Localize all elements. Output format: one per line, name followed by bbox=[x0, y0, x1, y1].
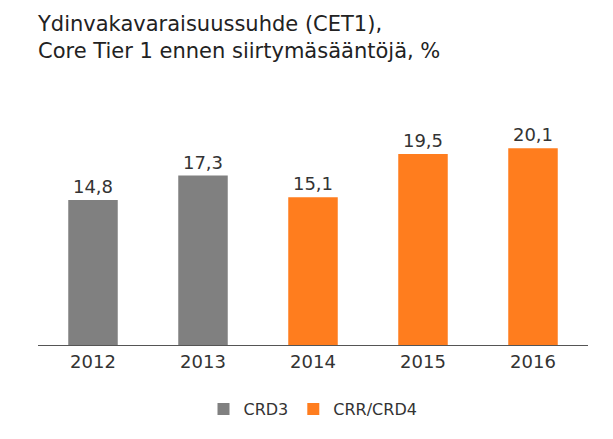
svg-text:20,1: 20,1 bbox=[513, 124, 553, 145]
svg-text:2015: 2015 bbox=[400, 351, 446, 372]
svg-text:19,5: 19,5 bbox=[403, 130, 443, 151]
svg-text:Ydinvakavaraisuussuhde (CET1),: Ydinvakavaraisuussuhde (CET1),Core Tier … bbox=[37, 12, 440, 63]
svg-text:14,8: 14,8 bbox=[73, 176, 113, 197]
svg-text:15,1: 15,1 bbox=[293, 173, 333, 194]
svg-text:2016: 2016 bbox=[510, 351, 556, 372]
svg-text:2014: 2014 bbox=[290, 351, 336, 372]
svg-text:CRR/CRD4: CRR/CRD4 bbox=[333, 400, 417, 419]
svg-text:CRD3: CRD3 bbox=[244, 400, 289, 419]
svg-text:2013: 2013 bbox=[180, 351, 226, 372]
svg-text:17,3: 17,3 bbox=[183, 152, 223, 173]
svg-text:2012: 2012 bbox=[70, 351, 116, 372]
